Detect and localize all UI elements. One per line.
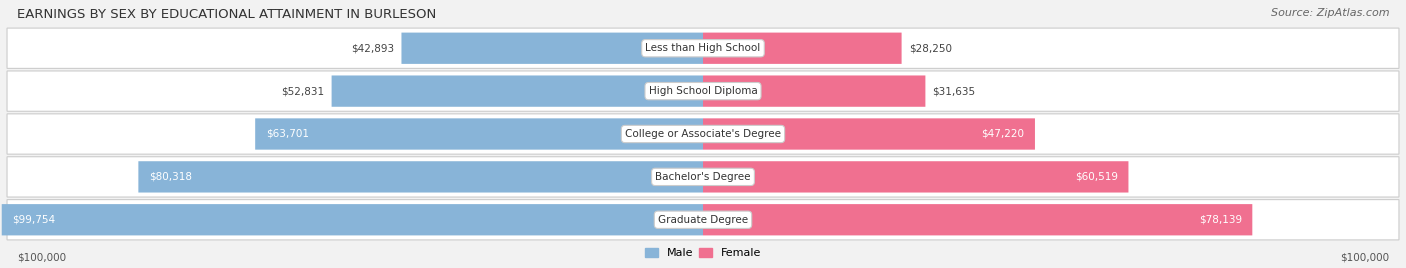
FancyBboxPatch shape <box>332 76 703 107</box>
Text: $100,000: $100,000 <box>17 252 66 262</box>
FancyBboxPatch shape <box>703 76 925 107</box>
Text: Graduate Degree: Graduate Degree <box>658 215 748 225</box>
FancyBboxPatch shape <box>138 161 703 192</box>
FancyBboxPatch shape <box>402 33 703 64</box>
Text: $100,000: $100,000 <box>1340 252 1389 262</box>
Text: EARNINGS BY SEX BY EDUCATIONAL ATTAINMENT IN BURLESON: EARNINGS BY SEX BY EDUCATIONAL ATTAINMEN… <box>17 8 436 21</box>
Text: $78,139: $78,139 <box>1199 215 1241 225</box>
FancyBboxPatch shape <box>7 28 1399 68</box>
Text: $63,701: $63,701 <box>266 129 309 139</box>
Text: Bachelor's Degree: Bachelor's Degree <box>655 172 751 182</box>
Text: $99,754: $99,754 <box>13 215 55 225</box>
FancyBboxPatch shape <box>7 200 1399 240</box>
Text: Source: ZipAtlas.com: Source: ZipAtlas.com <box>1271 8 1389 18</box>
FancyBboxPatch shape <box>1 204 703 235</box>
Text: $31,635: $31,635 <box>932 86 976 96</box>
FancyBboxPatch shape <box>703 204 1253 235</box>
Text: High School Diploma: High School Diploma <box>648 86 758 96</box>
Text: $60,519: $60,519 <box>1076 172 1118 182</box>
FancyBboxPatch shape <box>703 33 901 64</box>
FancyBboxPatch shape <box>703 118 1035 150</box>
FancyBboxPatch shape <box>7 157 1399 197</box>
Text: Less than High School: Less than High School <box>645 43 761 53</box>
Text: $52,831: $52,831 <box>281 86 325 96</box>
FancyBboxPatch shape <box>703 161 1129 192</box>
Text: $80,318: $80,318 <box>149 172 191 182</box>
FancyBboxPatch shape <box>254 118 703 150</box>
FancyBboxPatch shape <box>7 71 1399 111</box>
Text: $47,220: $47,220 <box>981 129 1025 139</box>
FancyBboxPatch shape <box>7 114 1399 154</box>
Text: $28,250: $28,250 <box>908 43 952 53</box>
Text: College or Associate's Degree: College or Associate's Degree <box>626 129 780 139</box>
Legend: Male, Female: Male, Female <box>640 243 766 262</box>
Text: $42,893: $42,893 <box>352 43 395 53</box>
